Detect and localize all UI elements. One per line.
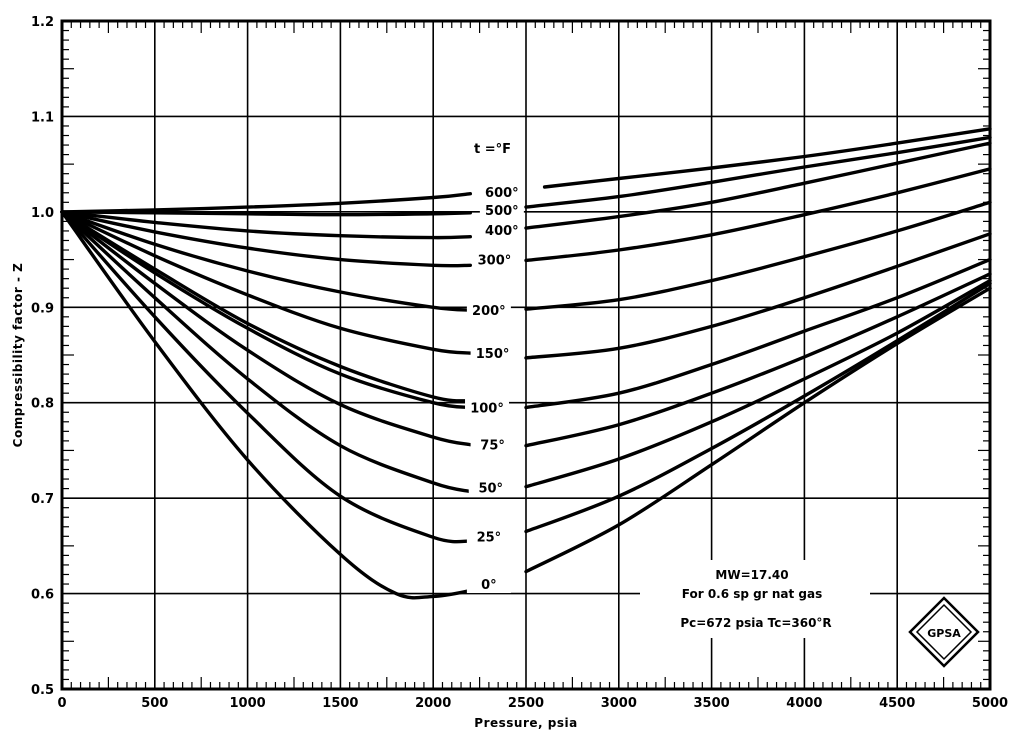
isotherm-curve-low-pressure xyxy=(60,210,472,494)
x-tick-label: 4500 xyxy=(879,696,915,711)
x-tick-label: 2000 xyxy=(415,696,451,711)
isotherm-curve-high-pressure xyxy=(524,200,992,311)
isotherm-curve-low-pressure xyxy=(60,210,472,403)
curve-label-background xyxy=(470,435,515,454)
curve-label-background xyxy=(479,182,524,201)
y-tick-label: 1.1 xyxy=(31,110,54,125)
isotherm-curve-high-pressure xyxy=(524,257,992,410)
y-axis-title: Compressibility factor - Z xyxy=(11,263,25,448)
isotherm-curve-low-pressure xyxy=(60,210,472,600)
legend-title: t =°F xyxy=(474,142,511,157)
x-tick-label: 0 xyxy=(57,696,66,711)
curve-label: 75° xyxy=(480,439,505,454)
x-tick-label: 3000 xyxy=(601,696,637,711)
x-tick-label: 1500 xyxy=(322,696,358,711)
isotherm-curve-high-pressure xyxy=(524,286,992,574)
isotherm-curve-high-pressure xyxy=(524,141,992,230)
curve-label: 200° xyxy=(472,304,506,319)
curve-label-background xyxy=(468,478,513,497)
isotherm-curve-high-pressure xyxy=(524,272,992,448)
isotherm-curve-low-pressure xyxy=(60,210,472,355)
y-tick-label: 1.0 xyxy=(31,206,54,221)
curve-label-background xyxy=(479,200,524,219)
curve-label: 25° xyxy=(477,530,502,545)
curve-label-background xyxy=(472,250,517,269)
curve-label-background xyxy=(466,301,511,320)
isotherm-curve-high-pressure xyxy=(542,127,992,189)
isotherm-curve-high-pressure xyxy=(524,281,992,534)
curve-label: 300° xyxy=(478,254,512,269)
isotherm-curve-low-pressure xyxy=(60,192,472,214)
curve-label: 50° xyxy=(478,482,503,497)
y-tick-label: 0.8 xyxy=(31,397,54,412)
isotherm-curve-low-pressure xyxy=(60,210,472,544)
note-critical: Pc=672 psia Tc=360°R xyxy=(680,616,831,630)
isotherm-curve-low-pressure xyxy=(60,210,472,217)
curve-label: 500° xyxy=(485,204,519,219)
isotherm-curve-low-pressure xyxy=(60,210,472,447)
curve-label-background xyxy=(466,527,511,546)
gpsa-logo: GPSA xyxy=(908,596,980,668)
isotherm-curve-high-pressure xyxy=(524,135,992,209)
tick-labels: 0 500 1000 1500 2000 2500 3000 3500 4000 4500 5000… xyxy=(31,15,1008,711)
x-tick-label: 2500 xyxy=(508,696,544,711)
curves xyxy=(60,127,992,600)
x-axis-title: Pressure, psia xyxy=(474,716,577,730)
x-tick-label: 1000 xyxy=(230,696,266,711)
gpsa-logo-text: GPSA xyxy=(927,627,961,640)
isotherm-curve-high-pressure xyxy=(524,278,992,489)
isotherm-curve-low-pressure xyxy=(60,210,472,268)
y-tick-label: 0.9 xyxy=(31,301,54,316)
isotherm-curve-high-pressure xyxy=(524,232,992,360)
notes-background xyxy=(640,560,870,638)
curve-label: 600° xyxy=(485,186,519,201)
curve-labels: 600° 500° 400° 300° 200° 150° 100° 75° 50° 25° 0° xyxy=(465,182,524,594)
y-tick-label: 0.5 xyxy=(31,683,54,698)
isotherm-curve-low-pressure xyxy=(60,210,472,240)
curve-label: 150° xyxy=(476,347,510,362)
y-tick-label: 0.7 xyxy=(31,492,54,507)
x-tick-label: 3500 xyxy=(694,696,730,711)
isotherm-curve-low-pressure xyxy=(60,210,472,410)
x-tick-label: 500 xyxy=(141,696,168,711)
isotherm-curve-low-pressure xyxy=(60,210,472,312)
x-tick-label: 4000 xyxy=(786,696,822,711)
y-tick-label: 1.2 xyxy=(31,15,54,30)
x-tick-label: 5000 xyxy=(972,696,1008,711)
plot-frame xyxy=(60,19,992,691)
curve-label-background xyxy=(470,344,515,363)
note-mw: MW=17.40 xyxy=(715,568,788,582)
curve-label: 400° xyxy=(485,224,519,239)
curve-label-background xyxy=(466,575,511,594)
curve-label: 0° xyxy=(481,578,497,593)
curve-label-background xyxy=(479,220,524,239)
note-gas: For 0.6 sp gr nat gas xyxy=(682,587,822,601)
curve-label-background xyxy=(465,398,510,417)
y-tick-label: 0.6 xyxy=(31,588,54,603)
isotherm-curve-high-pressure xyxy=(524,167,992,263)
curve-label: 100° xyxy=(470,401,504,416)
